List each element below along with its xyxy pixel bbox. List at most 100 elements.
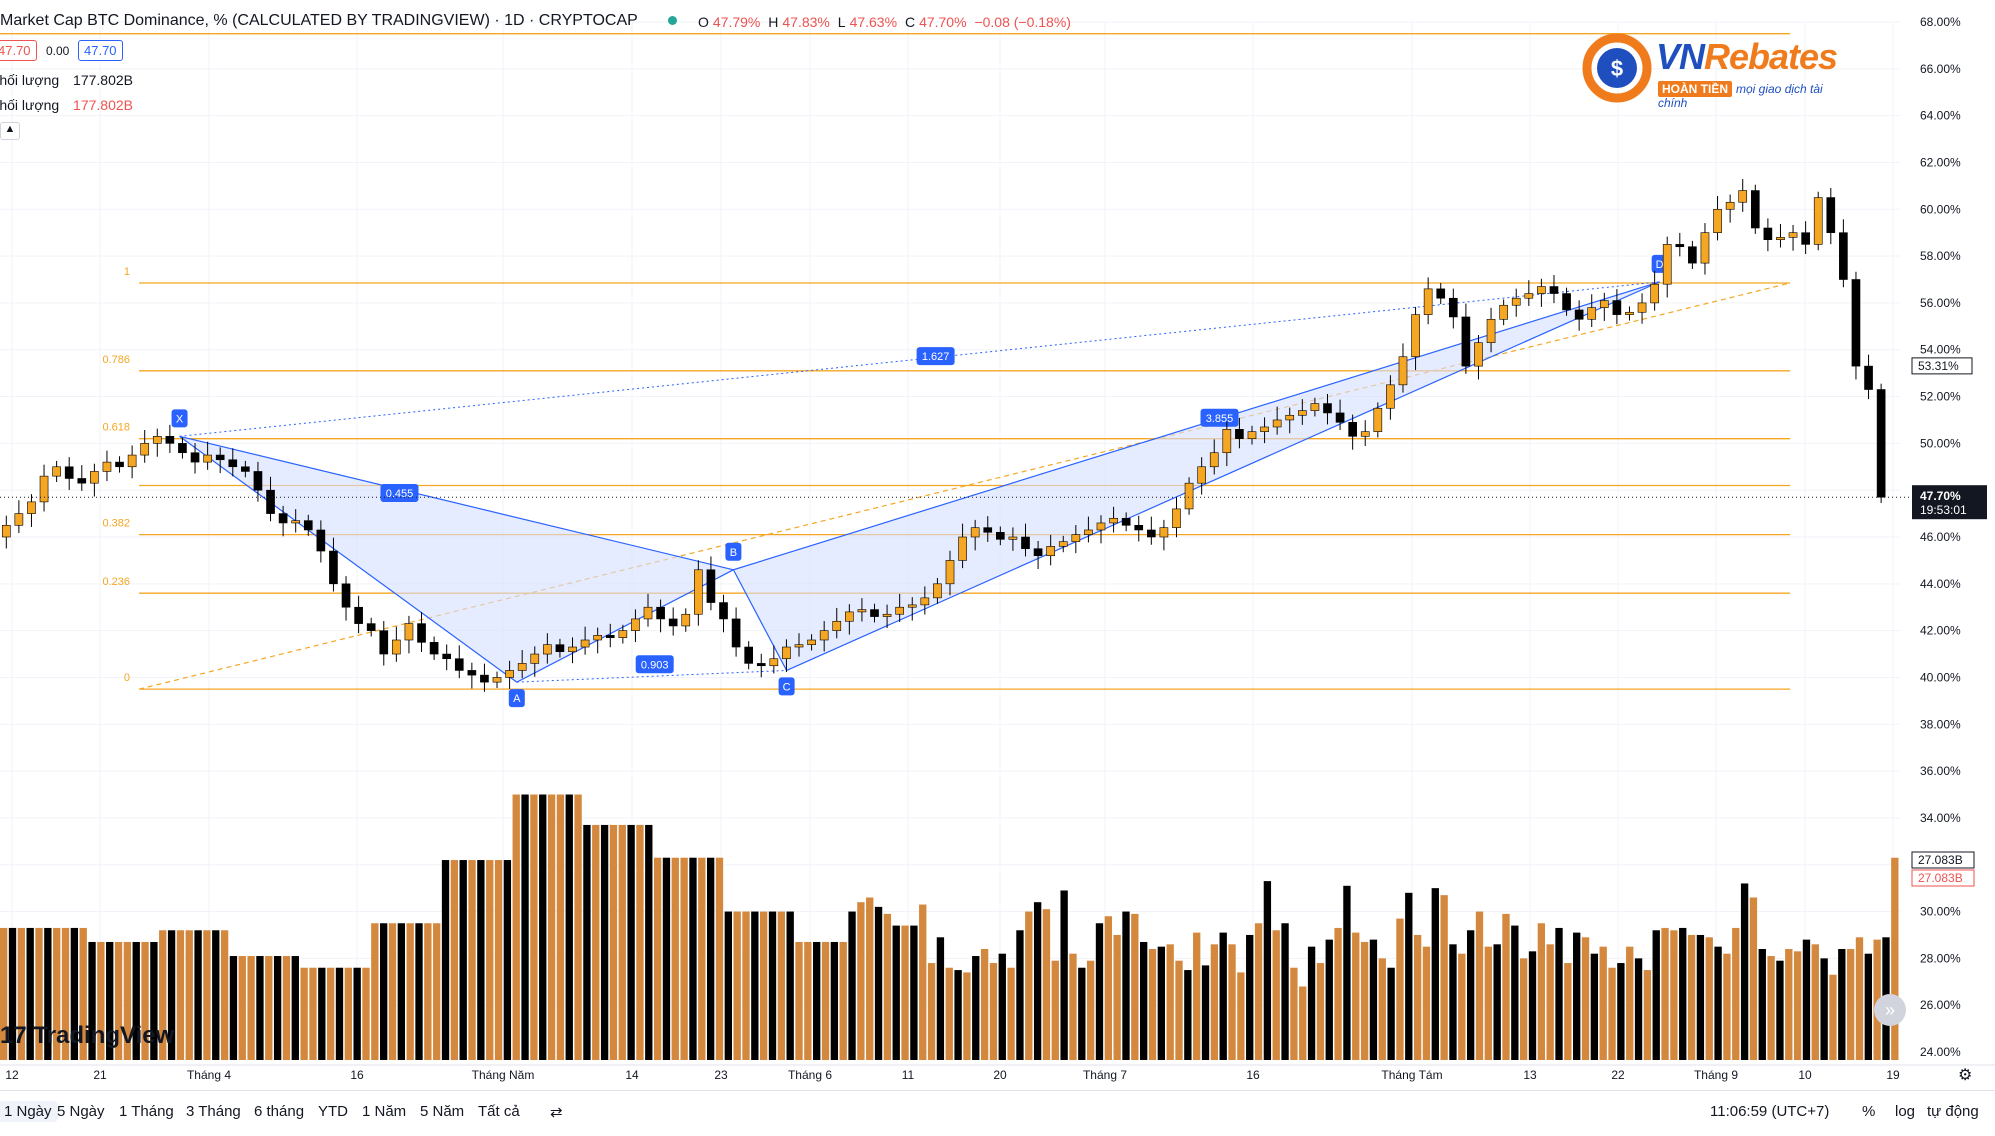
volume-bar — [830, 941, 839, 1060]
volume-bar — [583, 824, 591, 1060]
candle-down — [1688, 246, 1697, 264]
volume-bar — [1537, 923, 1546, 1060]
marker-price-box — [1911, 357, 1973, 375]
volume-bar — [1608, 967, 1616, 1060]
tradingview-logo[interactable]: 17 TradingView — [0, 1022, 174, 1050]
volume-legend-1[interactable]: Khối lượng 177.802B — [0, 72, 133, 88]
auto-scale-toggle[interactable]: tự động — [1927, 1103, 1979, 1120]
volume-bar — [689, 857, 697, 1060]
volume-legend-2[interactable]: Khối lượng 177.802B — [0, 97, 133, 113]
volume-bar — [1316, 963, 1325, 1060]
volume-bar — [556, 794, 565, 1060]
candle-up — [1, 524, 11, 538]
range-all-button[interactable]: Tất cả — [478, 1103, 520, 1120]
go-to-date-icon[interactable]: ⇄ — [550, 1104, 563, 1121]
candle-down — [1562, 293, 1571, 311]
volume-bar — [1237, 972, 1245, 1060]
candle-up — [27, 501, 36, 514]
candle-down — [1021, 536, 1030, 550]
x-tick-label: Tháng 6 — [788, 1068, 832, 1082]
scroll-to-realtime-button[interactable]: » — [1874, 994, 1906, 1026]
range-1y-button[interactable]: 1 Năm — [362, 1103, 407, 1120]
volume-bar — [742, 911, 750, 1060]
log-toggle[interactable]: log — [1895, 1103, 1916, 1120]
candle-up — [1272, 419, 1282, 428]
candle-up — [1725, 201, 1735, 210]
clock-readout[interactable]: 11:06:59 (UTC+7) — [1710, 1103, 1830, 1120]
candle-up — [90, 471, 99, 484]
volume-bar — [1184, 970, 1192, 1060]
candle-down — [379, 630, 389, 655]
candle-down — [1146, 529, 1156, 538]
volume-bar — [706, 857, 715, 1060]
range-1d-button[interactable]: 1 Ngày — [0, 1101, 58, 1122]
volume-bar — [238, 956, 246, 1060]
volume-bar — [645, 824, 653, 1060]
volume-bar — [1122, 911, 1130, 1060]
volume-price-label: 27.083B — [1918, 853, 1963, 867]
volume-bar — [715, 857, 724, 1060]
pattern-point-badge — [171, 409, 188, 428]
x-tick-label: 21 — [93, 1068, 107, 1082]
y-tick-label: 28.00% — [1920, 951, 1961, 965]
volume-bar — [1060, 890, 1068, 1060]
candle-down — [706, 569, 716, 603]
ratio-label: 1.627 — [922, 351, 950, 363]
range-ytd-button[interactable]: YTD — [318, 1103, 348, 1120]
candle-up — [857, 609, 867, 613]
price-chart[interactable]: 1 0.786 0.618 0.382 0.236 0 0.455 0.903 1.627 3.… — [0, 0, 1995, 1090]
pattern-point-label: B — [730, 547, 737, 559]
range-1m-button[interactable]: 1 Tháng — [119, 1103, 174, 1120]
volume-bar — [1891, 857, 1899, 1060]
volume-bar — [468, 860, 476, 1060]
volume-bar — [326, 967, 335, 1060]
candle-up — [1360, 431, 1370, 437]
candle-down — [744, 646, 754, 664]
candle-down — [77, 478, 87, 484]
ratio-label: 0.903 — [641, 659, 669, 671]
volume-bar — [344, 967, 352, 1060]
range-5d-button[interactable]: 5 Ngày — [57, 1103, 105, 1120]
volume-bar — [1201, 965, 1210, 1060]
volume-bar — [1263, 881, 1272, 1060]
high-value: 47.83% — [782, 14, 830, 30]
candle-up — [1411, 314, 1420, 358]
candle-up — [1537, 286, 1546, 294]
range-3m-button[interactable]: 3 Tháng — [186, 1103, 241, 1120]
candle-down — [64, 466, 74, 479]
volume-bar — [0, 927, 8, 1060]
range-5y-button[interactable]: 5 Năm — [420, 1103, 465, 1120]
y-tick-label: 68.00% — [1920, 15, 1961, 29]
volume-bar — [866, 897, 874, 1060]
volume-bar — [459, 860, 467, 1060]
volume-bar — [44, 927, 52, 1060]
y-tick-label: 26.00% — [1920, 998, 1961, 1012]
candle-up — [1058, 541, 1068, 547]
sell-price-box[interactable]: 47.70 — [0, 40, 37, 61]
candle-up — [1700, 232, 1710, 264]
candle-up — [1625, 311, 1634, 315]
volume-bar — [1113, 934, 1121, 1060]
volume-bar — [768, 911, 777, 1060]
settings-gear-icon[interactable]: ⚙ — [1958, 1067, 1973, 1084]
y-tick-label: 54.00% — [1920, 343, 1961, 357]
volume-bar — [1449, 944, 1457, 1060]
volume-bar — [1599, 946, 1607, 1060]
volume-price-box — [1911, 851, 1975, 869]
percent-toggle[interactable]: % — [1862, 1103, 1876, 1120]
volume-bar — [1811, 944, 1819, 1060]
candle-down — [178, 443, 187, 454]
candle-up — [203, 454, 212, 463]
volume-bar — [247, 956, 255, 1060]
candle-down — [467, 670, 477, 676]
volume-bar — [901, 925, 909, 1060]
x-tick-label: 12 — [5, 1068, 19, 1082]
collapse-legend-button[interactable]: ▲ — [0, 122, 20, 140]
volume-bar — [185, 930, 193, 1060]
volume-bar — [371, 923, 379, 1060]
buy-price-box[interactable]: 47.70 — [78, 40, 123, 61]
volume-bar — [450, 860, 459, 1060]
y-tick-label: 50.00% — [1920, 436, 1961, 450]
x-tick-label: 20 — [993, 1068, 1007, 1082]
range-6m-button[interactable]: 6 tháng — [254, 1103, 305, 1120]
